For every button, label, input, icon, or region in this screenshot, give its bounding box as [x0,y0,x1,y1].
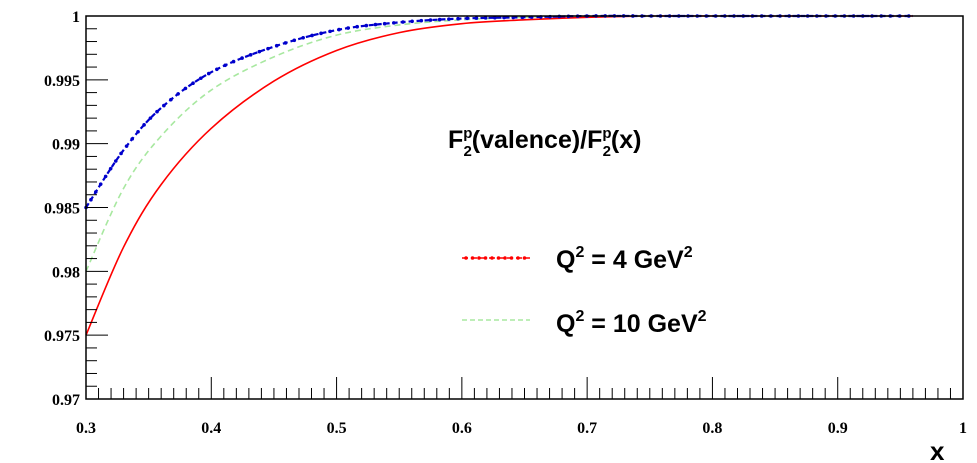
legend-item-q2-4: Q2 = 4 GeV2 [462,244,693,274]
title-sub: 2 [603,143,611,160]
series-marker-2 [447,17,451,21]
y-tick-label: 0.99 [52,137,80,154]
x-axis-ticks: 0.3 0.4 0.5 0.6 0.7 0.8 0.9 1 [76,377,967,437]
legend-label-q2-10: Q2 = 10 GeV2 [556,308,707,338]
title-part: (valence)/F [472,126,603,154]
series-marker-2 [283,41,288,45]
curves-layer [84,14,913,336]
series-marker-2 [215,67,219,72]
series-line-0 [85,15,913,336]
legend-marker-red [477,256,481,260]
series-marker-2 [169,97,173,102]
series-marker-2 [108,166,113,171]
series-marker-2 [98,182,103,186]
series-marker-2 [103,174,108,179]
series-marker-2 [474,16,479,20]
series-marker-2 [483,16,488,20]
series-marker-2 [401,20,405,24]
y-tick-label: 0.98 [52,264,80,281]
series-marker-2 [130,137,135,141]
title-sup: p [602,125,611,142]
x-axis-label: x [930,436,945,463]
series-marker-2 [142,123,146,127]
series-marker-2 [155,109,159,114]
x-tick-label: 0.8 [702,420,722,437]
series-marker-2 [437,17,442,22]
series-marker-2 [94,190,98,194]
series-marker-2 [119,151,123,156]
y-tick-label: 0.975 [44,328,80,345]
series-marker-2 [240,56,244,60]
series-marker-2 [89,197,93,202]
series-marker-2 [124,144,129,148]
title-part: F [448,126,463,154]
series-marker-2 [136,129,140,134]
plot-frame [85,15,964,400]
series-marker-2 [176,92,180,96]
title-sup: p [463,125,472,142]
series-marker-2 [198,76,203,81]
series-marker-2 [456,16,460,21]
legend-marker-red [496,256,501,260]
series-marker-2 [382,21,387,26]
series-marker-2 [148,116,153,120]
series-marker-2 [419,18,424,23]
series-marker-2 [428,18,433,22]
series-marker-2 [162,103,166,108]
chart-title: Fp 2(valence)/Fp 2(x) [448,125,641,160]
series-marker-2 [364,23,369,28]
x-tick-label: 0.5 [327,420,347,437]
series-marker-2 [231,59,236,64]
legend-marker-red [503,256,507,260]
legend-marker-red [516,256,520,260]
series-marker-2 [319,31,323,36]
series-marker-2 [223,63,227,68]
series-marker-2 [183,86,188,91]
legend-marker-red [490,256,494,260]
legend-marker-red [522,256,527,260]
title-sub: 2 [463,143,471,160]
series-line-2 [85,14,913,209]
series-marker-2 [346,26,350,30]
y-axis-ticks: 0.97 0.975 0.98 0.985 0.99 0.995 1 [44,9,108,409]
series-marker-2 [292,38,297,43]
series-marker-2 [310,33,314,38]
y-tick-label: 0.985 [44,201,80,218]
series-marker-2 [410,19,414,24]
x-tick-label: 0.3 [76,420,96,437]
legend: Q2 = 4 GeV2 Q2 = 10 GeV2 [462,244,707,338]
series-marker-2 [493,15,497,20]
series-marker-2 [206,71,211,76]
legend-item-q2-10: Q2 = 10 GeV2 [462,308,707,338]
y-tick-label: 0.995 [44,73,80,90]
series-marker-2 [337,27,341,32]
legend-marker-red [464,256,468,260]
series-marker-2 [328,29,332,34]
y-tick-label: 1 [72,9,80,26]
plot-border [85,15,964,400]
series-marker-2 [373,22,378,27]
series-marker-2 [391,21,396,25]
y-tick-label: 0.97 [52,392,80,409]
x-tick-label: 0.4 [201,420,221,437]
series-marker-2 [266,46,270,51]
series-marker-2 [355,24,359,29]
series-marker-2 [257,49,262,54]
x-tick-label: 1 [959,420,967,437]
x-tick-label: 0.9 [828,420,848,437]
legend-label-q2-4: Q2 = 4 GeV2 [556,244,693,274]
series-marker-2 [301,35,305,40]
series-marker-2 [191,81,195,85]
legend-marker-red [509,256,514,260]
series-marker-2 [113,159,118,163]
x-tick-label: 0.6 [452,420,472,437]
legend-marker-red [483,256,488,260]
series-marker-2 [274,43,279,48]
legend-marker-red [470,256,475,260]
x-tick-label: 0.7 [577,420,597,437]
series-marker-2 [465,16,470,21]
title-part: (x) [611,126,642,154]
series-marker-2 [248,53,253,57]
